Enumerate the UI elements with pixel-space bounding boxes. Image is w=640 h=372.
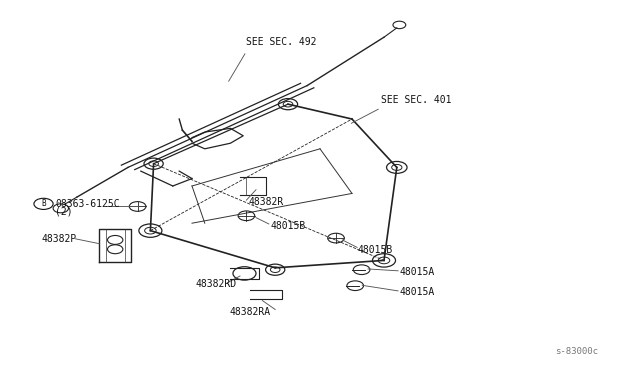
Text: B: B [41, 199, 46, 208]
Text: (2): (2) [55, 206, 73, 216]
Text: 08363-6125C: 08363-6125C [55, 199, 120, 209]
Text: s-83000c: s-83000c [556, 347, 598, 356]
Text: 48015A: 48015A [400, 287, 435, 297]
Text: 48382RD: 48382RD [195, 279, 236, 289]
Text: 48382RA: 48382RA [229, 307, 270, 317]
Text: SEE SEC. 401: SEE SEC. 401 [381, 95, 451, 105]
Text: 48015B: 48015B [357, 245, 392, 255]
Text: 48382P: 48382P [42, 234, 77, 244]
Text: 48015B: 48015B [271, 221, 306, 231]
Text: 48015A: 48015A [400, 267, 435, 277]
Text: 48382R: 48382R [248, 198, 284, 207]
Text: SEE SEC. 492: SEE SEC. 492 [246, 37, 317, 47]
